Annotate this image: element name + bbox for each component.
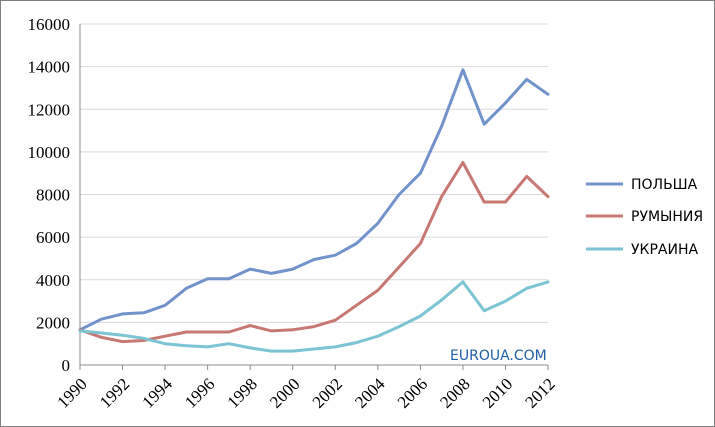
y-tick-label: 4000 (36, 271, 70, 290)
series-line-poland (78, 68, 550, 332)
y-tick-label: 14000 (28, 58, 71, 77)
y-tick-label: 16000 (28, 15, 71, 34)
x-tick-label: 2000 (266, 374, 303, 411)
y-tick-label: 12000 (28, 100, 71, 119)
x-axis-ticks: 1990 1992 1994 1996 1998 2000 2002 2004 2006 2008… (53, 365, 559, 412)
x-tick-label: 2002 (309, 374, 346, 411)
axes (79, 24, 548, 366)
watermark-text: EUROUA.COM (450, 348, 547, 364)
y-tick-label: 10000 (28, 143, 71, 162)
x-tick-label: 1998 (224, 374, 261, 411)
y-axis-ticks: 0 2000 4000 6000 8000 10000 12000 14000 16000 (28, 15, 71, 375)
legend-label-ukraine: УКРАИНА (631, 242, 698, 258)
series-line-ukraine (78, 280, 550, 353)
x-tick-label: 2004 (351, 374, 389, 412)
y-tick-label: 8000 (36, 186, 70, 205)
series-lines (78, 68, 550, 353)
x-tick-label: 2012 (521, 374, 558, 411)
y-tick-label: 6000 (36, 228, 70, 247)
y-tick-label: 0 (62, 356, 71, 375)
x-tick-label: 2006 (394, 374, 431, 411)
x-tick-label: 1990 (53, 374, 90, 411)
legend-label-romania: РУМЫНИЯ (631, 209, 703, 225)
gridlines (80, 23, 548, 323)
x-tick-label: 1992 (96, 374, 133, 411)
x-tick-label: 1996 (181, 374, 218, 411)
y-tick-label: 2000 (36, 313, 70, 332)
x-tick-label: 2008 (436, 374, 473, 411)
series-line-romania (78, 161, 550, 344)
x-tick-label: 1994 (138, 374, 176, 412)
legend-label-poland: ПОЛЬША (631, 177, 698, 193)
legend: ПОЛЬША РУМЫНИЯ УКРАИНА (586, 177, 703, 258)
x-tick-label: 2010 (479, 374, 516, 411)
